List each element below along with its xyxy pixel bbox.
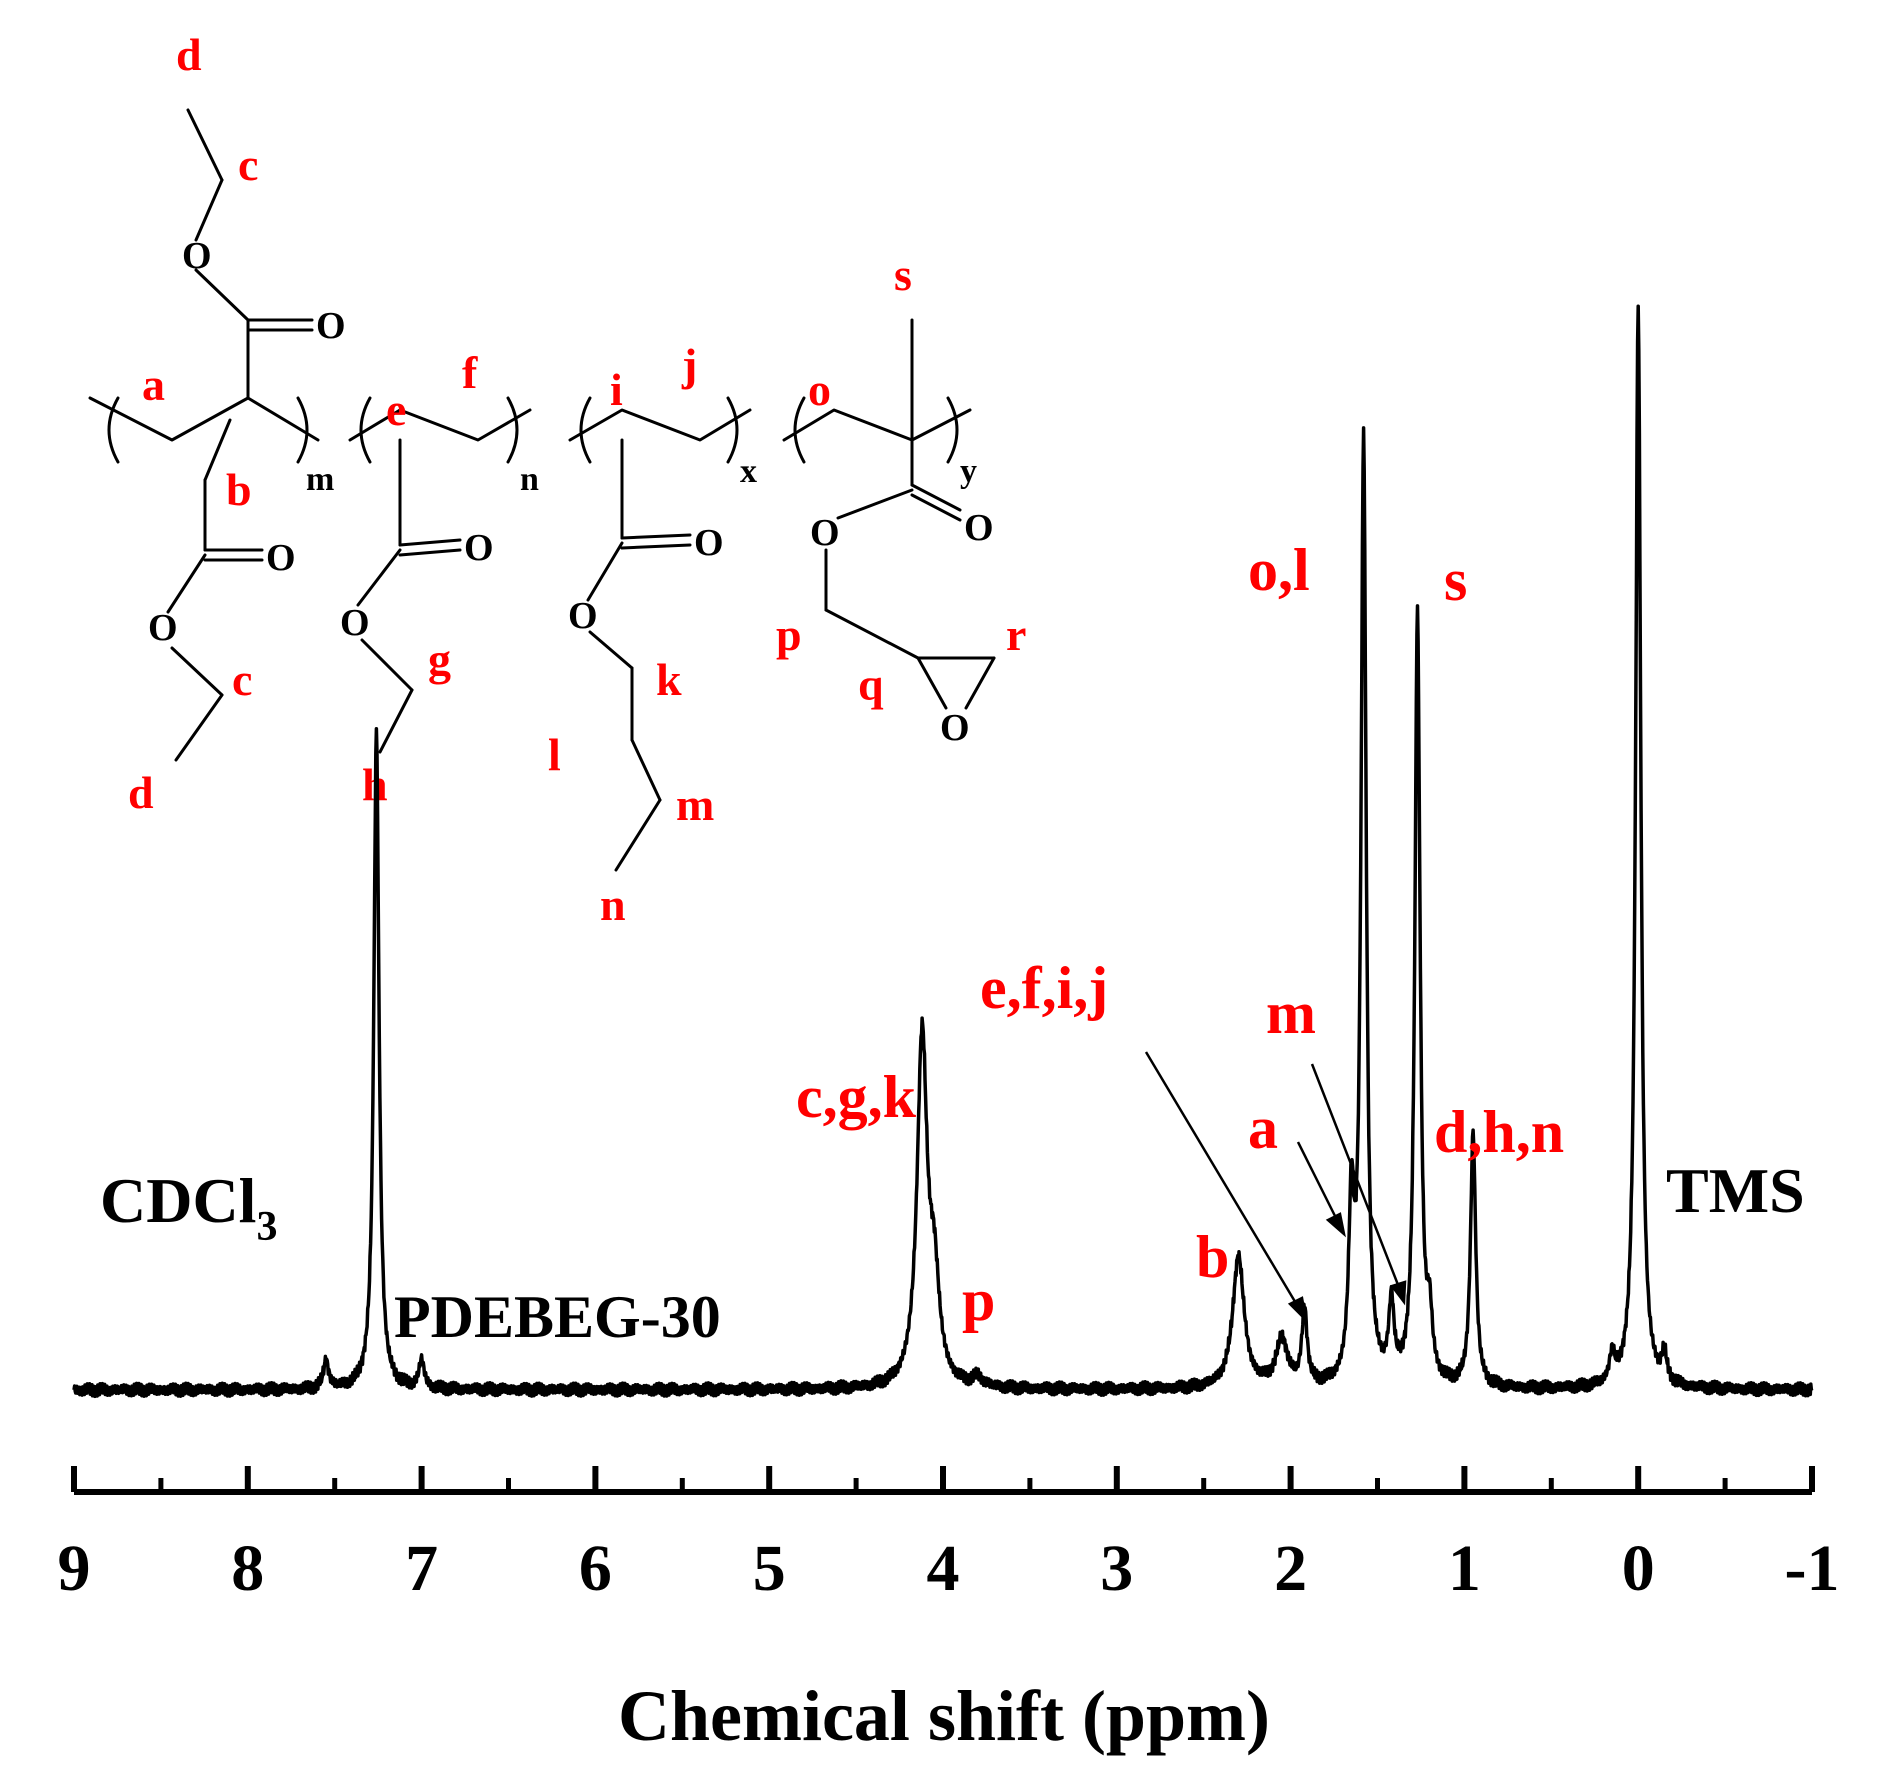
subscript-y: y xyxy=(960,453,977,490)
peak-assignment-labels: c,g,k p b e,f,i,j a m o,l s d,h,n xyxy=(796,537,1564,1333)
assignment-label-p: p xyxy=(962,1267,995,1333)
atom-o-4: O xyxy=(148,607,178,649)
site-label-e: e xyxy=(386,384,406,435)
assignment-arrows xyxy=(1144,1051,1407,1324)
atom-o-1: O xyxy=(182,235,212,277)
bracket-4-left xyxy=(793,396,806,464)
site-label-d-top: d xyxy=(176,29,202,80)
backbone-2 xyxy=(348,408,532,442)
atom-o-5: O xyxy=(464,527,494,569)
x-axis: 9 8 7 6 5 4 3 2 1 0 -1 xyxy=(58,1466,1840,1605)
site-label-l: l xyxy=(548,729,561,780)
site-label-i: i xyxy=(610,364,623,415)
reference-label: TMS xyxy=(1666,1155,1805,1226)
sample-label: PDEBEG-30 xyxy=(394,1284,721,1350)
bracket-3-left xyxy=(579,396,592,464)
chemical-structure: O O O O O O O O O O O m n x y a b c c d … xyxy=(88,29,1026,930)
x-tick-label-8: 1 xyxy=(1448,1532,1481,1605)
assignment-label-m: m xyxy=(1266,980,1316,1046)
x-tick-label-3: 6 xyxy=(579,1532,612,1605)
atom-o-2: O xyxy=(316,305,346,347)
arrow-a xyxy=(1296,1141,1340,1223)
atom-o-8: O xyxy=(568,595,598,637)
site-label-c-bottom: c xyxy=(232,654,252,705)
site-label-p: p xyxy=(776,609,802,660)
bracket-3-right xyxy=(726,396,739,464)
site-label-n: n xyxy=(600,879,626,930)
x-tick-label-4: 5 xyxy=(753,1532,786,1605)
x-tick-label-5: 4 xyxy=(927,1532,960,1605)
arrowhead-a xyxy=(1325,1212,1346,1238)
nmr-spectrum xyxy=(72,304,1814,1399)
arrowhead-efij xyxy=(1287,1296,1308,1324)
subscript-m: m xyxy=(306,461,334,498)
site-label-f: f xyxy=(462,347,478,398)
atom-o-3: O xyxy=(266,537,296,579)
atom-o-7: O xyxy=(694,522,724,564)
x-tick-label-9: 0 xyxy=(1622,1532,1655,1605)
atom-o-10: O xyxy=(810,512,840,554)
bracket-4-right xyxy=(946,396,959,464)
peak-point-4 xyxy=(932,1294,936,1298)
site-label-m: m xyxy=(676,779,714,830)
site-label-a: a xyxy=(142,359,165,410)
atom-o-11: O xyxy=(940,707,970,749)
x-axis-ticks xyxy=(71,1466,1815,1492)
site-label-c-top: c xyxy=(238,139,258,190)
bracket-1-left xyxy=(107,396,120,464)
x-tick-label-7: 2 xyxy=(1274,1532,1307,1605)
backbone-3 xyxy=(568,408,752,442)
atom-o-9: O xyxy=(964,507,994,549)
assignment-label-efij: e,f,i,j xyxy=(980,955,1108,1021)
site-label-r: r xyxy=(1006,609,1026,660)
assignment-label-ol: o,l xyxy=(1248,537,1310,603)
site-label-k: k xyxy=(656,654,682,705)
x-tick-label-1: 8 xyxy=(231,1532,264,1605)
site-label-o: o xyxy=(808,364,831,415)
x-tick-label-0: 9 xyxy=(58,1532,91,1605)
backbone-4 xyxy=(782,408,972,442)
site-label-d-bottom: d xyxy=(128,767,154,818)
x-tick-label-10: -1 xyxy=(1785,1532,1840,1605)
solvent-label: CDCl3 xyxy=(100,1165,277,1250)
bracket-2-right xyxy=(506,396,519,464)
arrow-efij xyxy=(1144,1051,1302,1311)
assignment-label-cgk: c,g,k xyxy=(796,1064,917,1130)
site-label-j: j xyxy=(681,339,697,390)
site-label-b: b xyxy=(226,464,252,515)
site-label-g: g xyxy=(428,634,451,685)
atom-o-6: O xyxy=(340,602,370,644)
x-axis-title: Chemical shift (ppm) xyxy=(618,1676,1270,1756)
peak-point-13 xyxy=(1428,1332,1432,1336)
x-tick-label-6: 3 xyxy=(1100,1532,1133,1605)
subscript-x: x xyxy=(740,453,757,490)
arrowhead-m xyxy=(1389,1280,1407,1306)
subscript-n: n xyxy=(520,461,539,498)
spectrum-trace xyxy=(72,304,1814,1399)
bracket-2-left xyxy=(359,396,372,464)
backbone-1 xyxy=(88,396,320,442)
arrow-m xyxy=(1310,1063,1402,1291)
site-label-q: q xyxy=(858,659,884,710)
site-label-s: s xyxy=(894,249,912,300)
bracket-1-right xyxy=(296,396,309,464)
assignment-label-b: b xyxy=(1196,1224,1229,1290)
assignment-label-a: a xyxy=(1248,1095,1278,1161)
assignment-label-s: s xyxy=(1444,547,1467,613)
x-tick-label-2: 7 xyxy=(405,1532,438,1605)
x-axis-tick-labels: 9 8 7 6 5 4 3 2 1 0 -1 xyxy=(58,1532,1840,1605)
assignment-label-dhn: d,h,n xyxy=(1434,1099,1564,1165)
